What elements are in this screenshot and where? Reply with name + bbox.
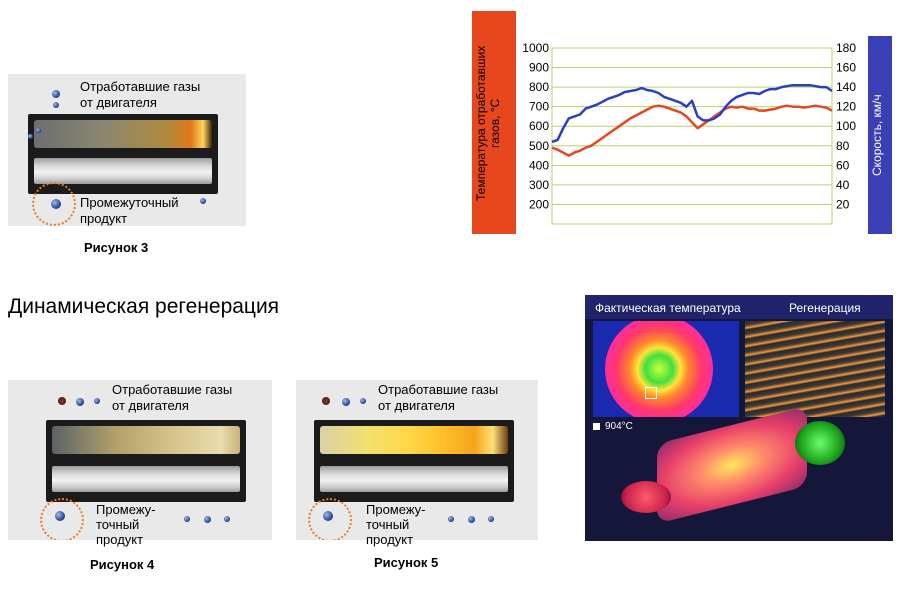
figure3-product-label: Промежуточный продукт (80, 195, 179, 226)
figure5-product-label: Промежу- точный продукт (366, 502, 426, 547)
filter-inlet-channel (34, 120, 212, 148)
figure4-gases-label: Отработавшие газы от двигателя (112, 382, 233, 413)
right-tick-label: 40 (836, 178, 850, 192)
chart-right-axis-label: Скорость, км/ч (870, 94, 884, 176)
figure4-illustration (8, 380, 272, 540)
molecule-icon (28, 134, 33, 139)
chart-series (551, 83, 833, 157)
thermal-header-bar (585, 295, 893, 319)
filter-inlet-channel (320, 426, 508, 454)
filter-outlet-channel (320, 466, 508, 492)
highlight-circle (40, 498, 84, 540)
right-tick-label: 120 (836, 100, 856, 114)
molecule-icon (224, 516, 230, 522)
left-tick-label: 200 (529, 197, 549, 211)
filter-inlet-3d (621, 481, 671, 513)
left-tick-label: 500 (529, 139, 549, 153)
molecule-icon (488, 516, 494, 522)
molecule-icon (200, 198, 206, 204)
figure4-caption: Рисунок 4 (90, 557, 155, 572)
figure5-caption: Рисунок 5 (374, 555, 439, 570)
molecule-icon (204, 516, 211, 523)
chart-left-axis-band (472, 11, 516, 234)
molecule-icon (184, 516, 190, 522)
molecule-icon (468, 516, 475, 523)
molecule-icon (53, 102, 59, 108)
filter-outlet-channel (52, 466, 240, 492)
right-tick-label: 140 (836, 80, 856, 94)
left-tick-label: 1000 (522, 41, 549, 55)
molecule-icon (448, 516, 454, 522)
right-tick-label: 60 (836, 158, 850, 172)
thermal-scan-view (593, 321, 739, 417)
heat-ring (605, 321, 713, 417)
hydrocarbon-icon (58, 397, 66, 405)
filter-tube (28, 114, 218, 194)
left-tick-label: 800 (529, 80, 549, 94)
molecule-icon (342, 398, 350, 406)
measure-marker (645, 387, 657, 399)
left-tick-label: 900 (529, 61, 549, 75)
temperature-reading: 904°C (605, 421, 633, 432)
chart-grid (551, 47, 833, 225)
plot-area (551, 47, 833, 225)
speed-series-line (551, 83, 833, 144)
filter-outlet-3d (795, 421, 845, 465)
right-axis-ticks: 180 160 140 120 100 80 60 40 20 (836, 41, 856, 211)
reading-swatch (593, 423, 600, 430)
temperature-speed-chart: 1000 900 800 700 600 500 400 300 200 180 160 140 12… (522, 41, 856, 225)
left-tick-label: 300 (529, 178, 549, 192)
hydrocarbon-icon (322, 397, 330, 405)
figure4-product-label: Промежу- точный продукт (96, 502, 156, 547)
filter-tube (46, 420, 246, 502)
figure5-illustration (296, 380, 538, 540)
figure3-gases-label: Отработавшие газы от двигателя (80, 79, 201, 110)
chart-left-axis-label: Температура отработавших газов, °C (474, 45, 502, 201)
chart-right-axis-band (868, 36, 892, 234)
filter-inlet-channel (52, 426, 240, 454)
thermal-image: Фактическая температура Регенерация 904°… (585, 295, 893, 541)
molecule-icon (36, 128, 41, 133)
highlight-circle (32, 182, 76, 226)
regeneration-label: Регенерация (789, 301, 861, 315)
right-tick-label: 160 (836, 61, 856, 75)
molecule-icon (360, 398, 366, 404)
figure3-caption: Рисунок 3 (84, 240, 149, 255)
left-tick-label: 600 (529, 119, 549, 133)
right-tick-label: 180 (836, 41, 856, 55)
highlight-circle (308, 498, 352, 540)
section-title: Динамическая регенерация (8, 295, 280, 318)
left-tick-label: 700 (529, 100, 549, 114)
molecule-icon (52, 90, 60, 98)
filter-outlet-channel (34, 158, 212, 184)
figure5-gases-label: Отработавшие газы от двигателя (378, 382, 499, 413)
right-tick-label: 100 (836, 119, 856, 133)
left-tick-label: 400 (529, 158, 549, 172)
filter-body-3d (657, 406, 807, 524)
regeneration-view (745, 321, 885, 417)
molecule-icon (76, 398, 84, 406)
right-tick-label: 80 (836, 139, 850, 153)
filter-tube (314, 420, 514, 502)
left-axis-ticks: 1000 900 800 700 600 500 400 300 200 (522, 41, 549, 211)
figure3-illustration (8, 74, 246, 226)
temperature-series-line (551, 104, 833, 157)
molecule-icon (94, 398, 100, 404)
right-tick-label: 20 (836, 197, 850, 211)
actual-temperature-label: Фактическая температура (595, 301, 741, 315)
